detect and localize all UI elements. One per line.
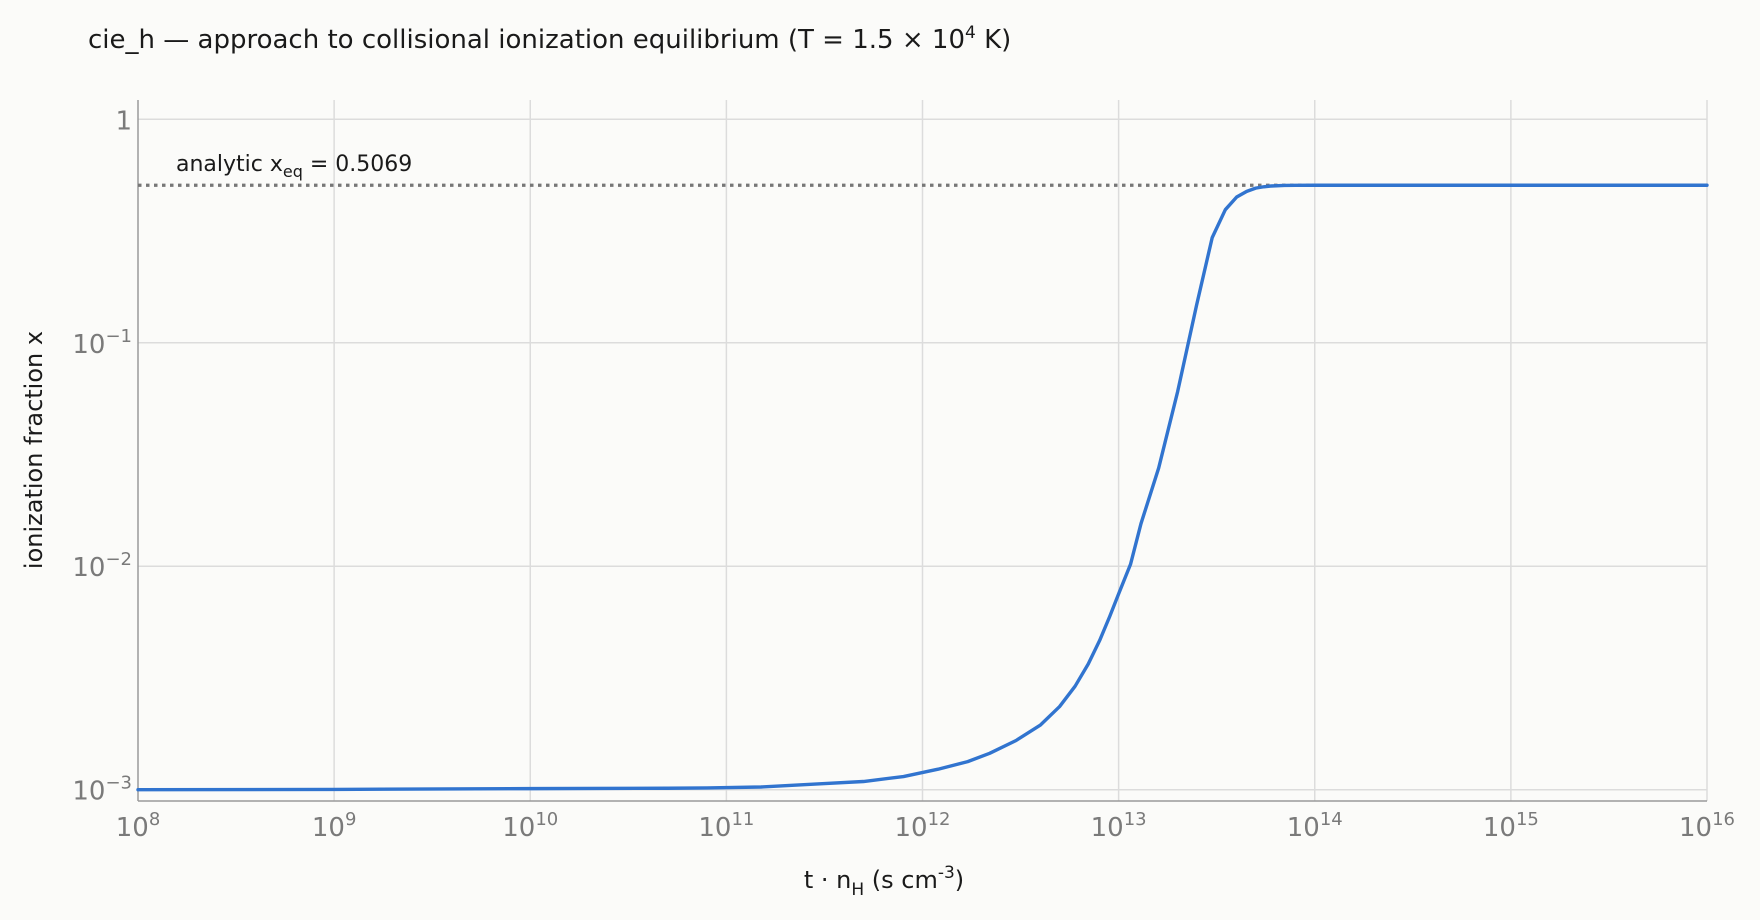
y-tick-label: 10−2 — [72, 549, 132, 583]
y-tick-label: 1 — [115, 106, 132, 136]
y-tick-label: 10−3 — [72, 773, 132, 807]
y-tick-label: 10−1 — [72, 326, 132, 360]
chart-title: cie_h — approach to collisional ionizati… — [88, 23, 1011, 55]
x-tick-label: 1012 — [895, 809, 951, 843]
x-tick-labels: 108 109 1010 1011 1012 1013 1014 1015 1016 — [116, 809, 1735, 843]
grid — [138, 100, 1708, 801]
x-tick-label: 1013 — [1091, 809, 1147, 843]
x-tick-label: 1014 — [1287, 809, 1343, 843]
x-tick-label: 1010 — [502, 809, 558, 843]
reference-line-label: analytic xeq = 0.5069 — [176, 152, 412, 181]
y-axis-label: ionization fraction x — [20, 331, 48, 569]
series-line — [136, 183, 1709, 792]
x-tick-label: 1011 — [698, 809, 754, 843]
y-tick-labels: 10−3 10−2 10−1 1 — [72, 106, 132, 806]
x-tick-label: 109 — [312, 809, 357, 843]
axes — [137, 100, 1707, 802]
x-tick-label: 1015 — [1483, 809, 1539, 843]
series-group — [136, 183, 1709, 792]
x-axis-label: t · nH (s cm-3) — [804, 863, 964, 900]
x-tick-label: 1016 — [1679, 809, 1735, 843]
x-tick-label: 108 — [116, 809, 161, 843]
